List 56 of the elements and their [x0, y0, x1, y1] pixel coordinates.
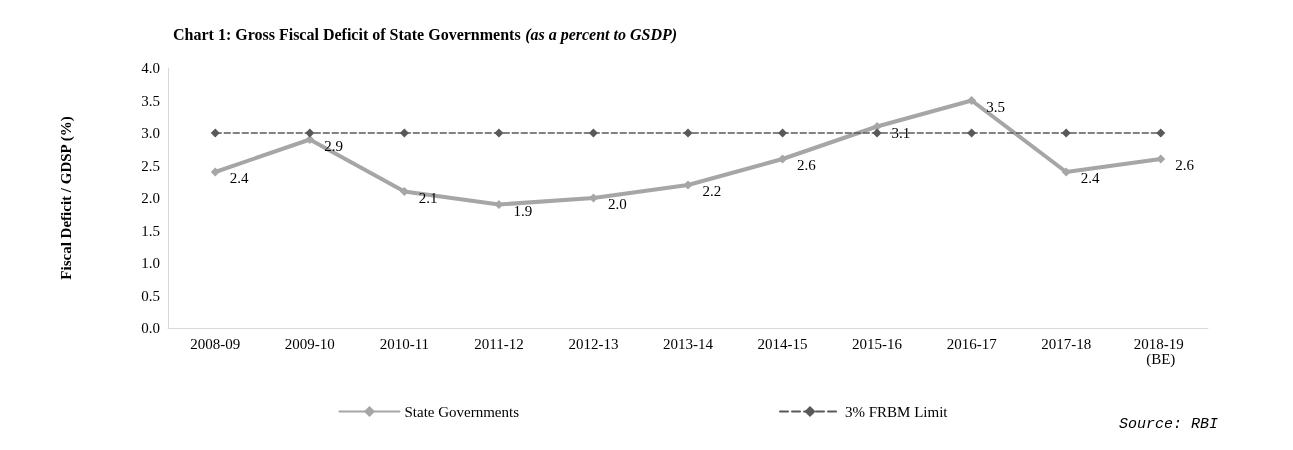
x-tick-label: 2018-19 (BE)	[1133, 335, 1188, 368]
data-label: 3.5	[986, 98, 1005, 115]
point	[683, 128, 693, 138]
point	[1061, 128, 1071, 138]
y-tick-label: 2.0	[141, 190, 160, 206]
data-label: 1.9	[513, 202, 533, 219]
point	[305, 135, 315, 144]
x-tick-label: 2011-12	[474, 335, 524, 352]
data-label: 2.2	[702, 183, 722, 199]
y-tick-label: 3.5	[141, 92, 160, 109]
point	[872, 128, 882, 138]
point	[967, 96, 977, 105]
x-tick-label: 2013-14	[663, 335, 714, 352]
x-tick-label: 2012-13	[568, 335, 619, 352]
x-tick-label: 2009-10	[284, 335, 335, 352]
point	[872, 122, 882, 131]
point	[778, 154, 788, 164]
x-tick-label: 2017-18	[1041, 335, 1092, 352]
point	[399, 187, 409, 196]
x-tick-label: 2014-15	[757, 335, 808, 352]
point	[210, 128, 220, 138]
y-tick-label: 1.0	[141, 255, 160, 271]
source-note: Source: RBI	[1118, 416, 1219, 433]
point	[778, 128, 788, 138]
data-label: 2.6	[797, 157, 817, 173]
data-label: 2.1	[418, 189, 438, 206]
x-tick-label: 2015-16	[852, 335, 903, 352]
legend-label: State Governments	[404, 403, 520, 420]
data-label: 2.4	[229, 170, 250, 186]
point	[1156, 154, 1166, 164]
data-label: 2.9	[324, 137, 344, 154]
data-label: 2.0	[607, 196, 627, 212]
y-tick-label: 4.0	[141, 60, 160, 76]
point	[967, 128, 977, 138]
y-tick-label: 0.0	[141, 320, 160, 336]
x-tick-label: 2016-17	[946, 335, 998, 352]
legend-label: 3% FRBM Limit	[845, 403, 949, 420]
y-axis-title: Fiscal Deficit / GDSP (%)	[57, 116, 75, 280]
x-tick-label: 2008-09	[190, 335, 241, 352]
point	[305, 128, 315, 138]
y-tick-label: 2.5	[141, 157, 160, 174]
x-tick-label: 2010-11	[379, 335, 430, 352]
chart-title: Chart 1: Gross Fiscal Deficit of State Governments	[173, 25, 521, 43]
data-label: 2.4	[1080, 170, 1100, 186]
point	[1061, 167, 1071, 177]
chart-subtitle: (as a percent to GSDP)	[525, 25, 678, 44]
point	[210, 167, 220, 177]
y-tick-label: 1.5	[141, 222, 160, 239]
data-label: 3.1	[891, 124, 911, 141]
y-tick-label: 3.0	[141, 125, 160, 141]
y-tick-label: 0.5	[141, 287, 160, 304]
point	[494, 128, 504, 138]
point	[588, 128, 598, 138]
data-label: 2.6	[1175, 157, 1195, 173]
point	[399, 128, 409, 138]
point	[1156, 128, 1166, 138]
